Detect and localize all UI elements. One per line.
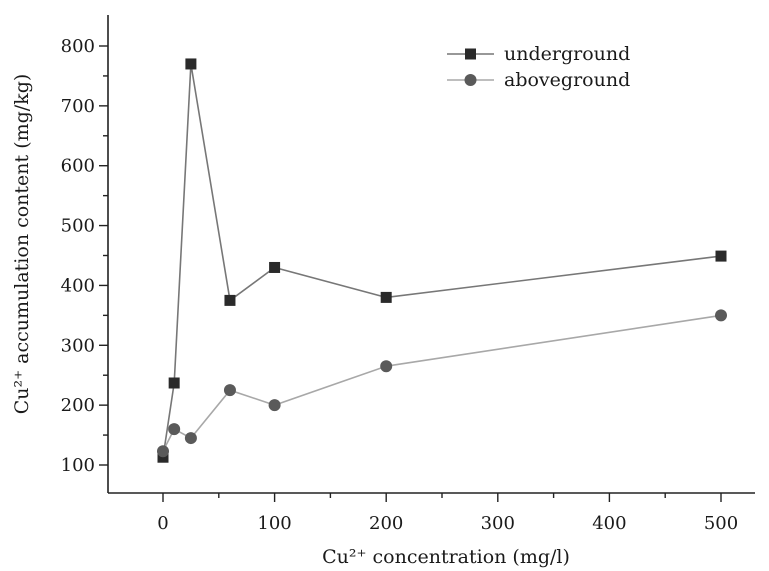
axes xyxy=(107,15,755,494)
data-point-aboveground xyxy=(715,309,727,322)
data-point-underground xyxy=(269,261,281,273)
legend-label-underground: underground xyxy=(504,43,630,65)
y-tick-label: 700 xyxy=(61,96,95,117)
series-line-underground xyxy=(162,63,722,458)
series-aboveground xyxy=(157,309,727,458)
tick-labels: 0 100 200 300 400 500 100 200 300 400 500 600 700 800 xyxy=(61,36,739,534)
data-point-aboveground xyxy=(168,423,181,436)
data-point-aboveground xyxy=(380,360,393,373)
legend-item-aboveground: aboveground xyxy=(447,69,630,91)
data-point-aboveground xyxy=(223,384,236,397)
x-axis-title: Cu²⁺ concentration (mg/l) xyxy=(322,546,570,568)
x-tick-label: 300 xyxy=(481,513,515,534)
data-point-aboveground xyxy=(157,445,169,458)
series-underground xyxy=(157,58,727,463)
y-tick-label: 200 xyxy=(61,395,95,416)
x-tick-label: 500 xyxy=(704,513,738,534)
y-axis-title: Cu²⁺ accumulation content (mg/kg) xyxy=(11,74,33,415)
x-tick-label: 0 xyxy=(157,513,168,534)
y-tick-label: 600 xyxy=(61,156,95,177)
series-line-aboveground xyxy=(162,314,722,452)
series-layer xyxy=(157,58,727,463)
legend: underground aboveground xyxy=(447,43,630,91)
x-tick-label: 400 xyxy=(592,513,626,534)
data-point-underground xyxy=(715,250,727,262)
data-point-underground xyxy=(185,58,197,70)
y-tick-label: 400 xyxy=(61,275,95,296)
x-tick-label: 100 xyxy=(257,513,291,534)
y-tick-label: 500 xyxy=(61,216,95,237)
data-point-underground xyxy=(380,291,392,303)
legend-label-aboveground: aboveground xyxy=(504,69,630,91)
legend-marker-aboveground xyxy=(464,74,477,86)
y-tick-label: 100 xyxy=(61,455,95,476)
data-point-aboveground xyxy=(268,399,281,412)
y-tick-label: 800 xyxy=(61,36,95,57)
legend-marker-underground xyxy=(465,48,476,60)
legend-item-underground: underground xyxy=(447,43,630,65)
y-tick-label: 300 xyxy=(61,335,95,356)
data-point-underground xyxy=(224,294,236,306)
tick-marks xyxy=(99,45,722,502)
x-tick-label: 200 xyxy=(369,513,403,534)
data-point-aboveground xyxy=(184,432,197,445)
data-point-underground xyxy=(168,377,180,389)
